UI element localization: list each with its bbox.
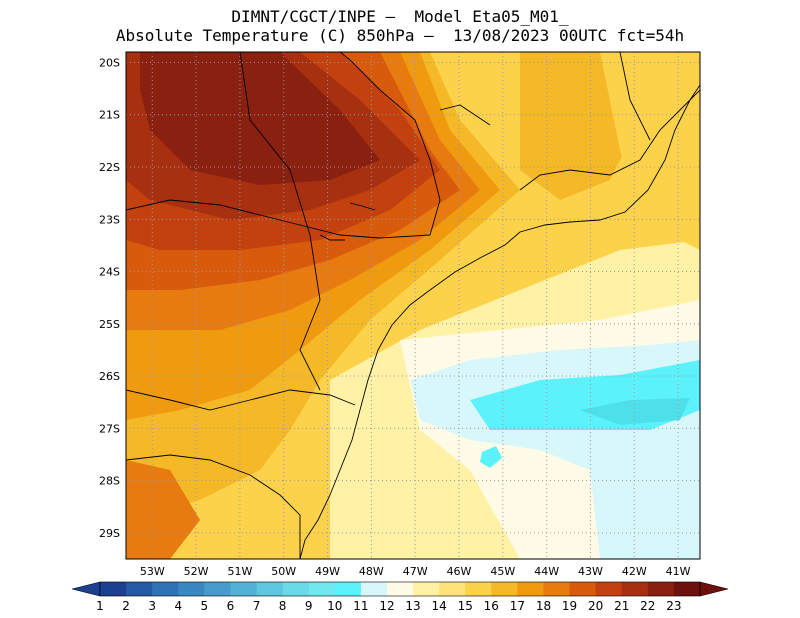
colorbar-label: 14 (431, 599, 446, 613)
colorbar-swatch (413, 582, 440, 596)
colorbar-label: 19 (562, 599, 577, 613)
lat-tick-label: 23S (99, 213, 120, 226)
colorbar-swatch (334, 582, 362, 596)
lon-tick-label: 47W (403, 565, 428, 578)
colorbar-label: 22 (640, 599, 655, 613)
colorbar-label: 11 (353, 599, 368, 613)
colorbar-label: 12 (379, 599, 394, 613)
lat-tick-label: 26S (99, 370, 120, 383)
lon-tick-label: 52W (184, 565, 209, 578)
colorbar-label: 17 (510, 599, 525, 613)
colorbar-swatch (282, 582, 310, 596)
temperature-contour (580, 398, 690, 425)
colorbar-swatch (100, 582, 127, 596)
chart-title-line2: Absolute Temperature (C) 850hPa — 13/08/… (115, 26, 685, 45)
colorbar-swatch (595, 582, 623, 596)
colorbar-swatch (308, 582, 336, 596)
colorbar-swatch (126, 582, 153, 596)
colorbar-label: 10 (327, 599, 342, 613)
colorbar-label: 21 (614, 599, 629, 613)
colorbar-label: 5 (201, 599, 209, 613)
lon-tick-label: 44W (534, 565, 559, 578)
lon-tick-label: 51W (227, 565, 252, 578)
temperature-contour (140, 52, 380, 185)
colorbar-swatch (517, 582, 544, 596)
colorbar-label: 23 (666, 599, 681, 613)
colorbar-swatch (543, 582, 571, 596)
colorbar-label: 8 (279, 599, 287, 613)
lon-tick-label: 49W (315, 565, 340, 578)
colorbar-swatch (465, 582, 492, 596)
colorbar (71, 581, 729, 597)
lon-tick-label: 53W (140, 565, 165, 578)
colorbar-label: 6 (227, 599, 235, 613)
temperature-contour (600, 52, 700, 250)
lat-tick-label: 21S (99, 109, 120, 122)
lon-tick-label: 43W (578, 565, 603, 578)
colorbar-label: 16 (484, 599, 499, 613)
colorbar-label: 3 (148, 599, 156, 613)
lon-tick-label: 41W (666, 565, 691, 578)
colorbar-label: 7 (253, 599, 261, 613)
lat-lon-grid (126, 52, 700, 559)
colorbar-swatch (673, 582, 701, 596)
colorbar-label: 9 (305, 599, 313, 613)
colorbar-arrow-right (699, 581, 729, 597)
lat-tick-label: 27S (99, 422, 120, 435)
latitude-labels: 20S 21S 22S 23S 24S 25S 26S 27S 28S 29S (99, 56, 120, 539)
temperature-field (126, 52, 700, 559)
colorbar-swatch (569, 582, 597, 596)
colorbar-swatch (230, 582, 258, 596)
colorbar-swatch (491, 582, 518, 596)
lon-tick-label: 42W (622, 565, 647, 578)
colorbar-label: 1 (96, 599, 104, 613)
colorbar-label: 18 (536, 599, 551, 613)
colorbar-swatch (152, 582, 179, 596)
lat-tick-label: 29S (99, 527, 120, 540)
temperature-contour (126, 460, 200, 559)
colorbar-swatch (360, 582, 388, 596)
temperature-contour (480, 446, 502, 468)
chart-title-line1: DIMNT/CGCT/INPE — Model Eta05_M01_ (231, 7, 569, 26)
colorbar-label: 15 (458, 599, 473, 613)
coastline-borders (126, 52, 700, 559)
colorbar-swatch (386, 582, 414, 596)
longitude-labels: 53W 52W 51W 50W 49W 48W 47W 46W 45W 44W 43W 42W 41W (140, 565, 691, 578)
lat-tick-label: 24S (99, 266, 120, 279)
lat-tick-label: 28S (99, 475, 120, 488)
colorbar-swatch (647, 582, 675, 596)
colorbar-swatch (256, 582, 284, 596)
colorbar-label: 13 (405, 599, 420, 613)
colorbar-labels: 1 2 3 4 5 6 7 8 9 10 11 12 13 14 15 16 17 18 19 20 21 22 23 (96, 599, 681, 613)
colorbar-swatch (178, 582, 205, 596)
colorbar-swatch (621, 582, 649, 596)
colorbar-swatch (204, 582, 231, 596)
lat-tick-label: 22S (99, 161, 120, 174)
colorbar-label: 2 (122, 599, 130, 613)
lon-tick-label: 46W (447, 565, 472, 578)
colorbar-label: 20 (588, 599, 603, 613)
colorbar-frame (99, 581, 701, 597)
lat-tick-label: 25S (99, 318, 120, 331)
lat-tick-label: 20S (99, 56, 120, 69)
colorbar-arrow-left (71, 581, 101, 597)
colorbar-label: 4 (174, 599, 182, 613)
map-frame (125, 51, 701, 560)
lon-tick-label: 48W (359, 565, 384, 578)
lon-tick-label: 45W (490, 565, 515, 578)
colorbar-swatch (439, 582, 466, 596)
lon-tick-label: 50W (271, 565, 296, 578)
